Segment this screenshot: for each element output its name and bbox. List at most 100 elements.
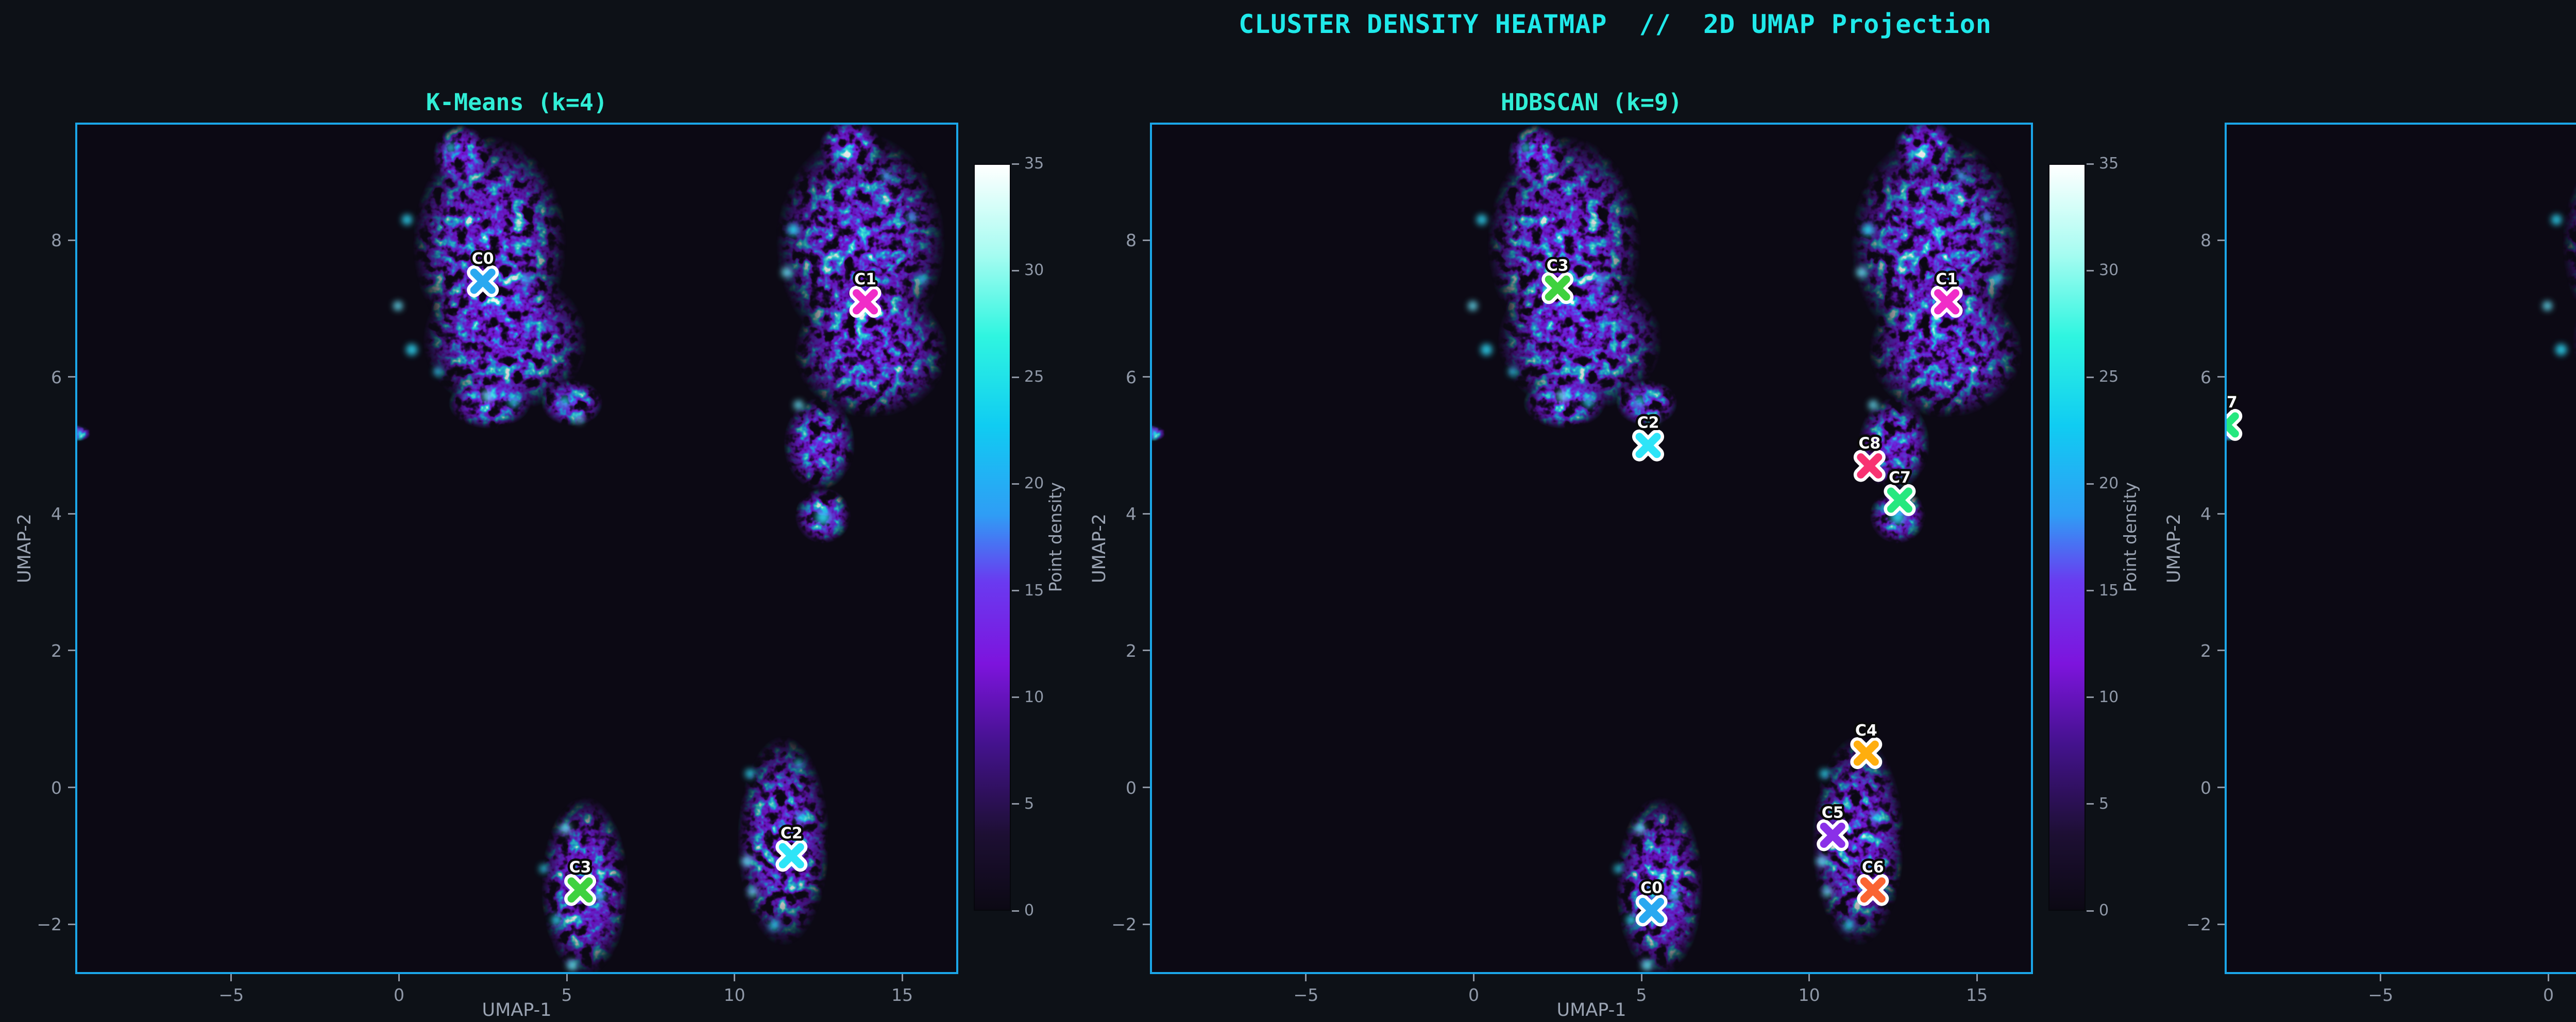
centroid-label: C2 [781,824,803,842]
density-hotspot [402,214,413,225]
density-blob [1616,380,1678,427]
y-tick-mark [68,787,75,789]
centroid-kmeans-c1: C1 [849,268,882,318]
hotspot-layer [1152,143,2002,970]
density-hotspot [882,172,891,180]
density-blob [793,284,948,418]
centroid-label: C0 [1640,879,1663,897]
y-tick-mark [1143,787,1150,789]
density-hotspot [2555,344,2567,355]
density-hotspot [794,759,803,768]
colorbar-tick-label: 15 [1024,581,1044,600]
centroid-x-icon [1639,898,1665,923]
centroid-label: C1 [854,270,876,288]
panel-title-kmeans: K-Means (k=4) [426,89,608,116]
y-tick-mark [68,239,75,241]
figure-title: CLUSTER DENSITY HEATMAP // 2D UMAP Proje… [1239,9,1992,39]
density-hotspot [1468,301,1478,311]
colorbar-tick-mark [2087,910,2094,912]
density-layer [2227,180,2576,441]
density-hotspot [1481,344,1493,355]
centroid-x-icon [1853,740,1879,766]
colorbar-tick-label: 10 [1024,688,1044,706]
colorbar-tick-mark [2087,590,2094,592]
hotspot-layer [77,143,927,970]
y-tick-mark [2217,513,2225,515]
centroid-x-icon [1635,433,1661,458]
density-layer [77,125,948,972]
y-tick-mark [1143,376,1150,378]
density-hotspot [567,960,578,970]
density-hotspot [446,143,456,153]
centroid-x-icon [1857,453,1883,479]
centroid-kmeans-c2: C2 [775,822,808,872]
density-hotspot [539,864,548,873]
density-hotspot [596,892,605,901]
density-hotspot [1957,172,1965,180]
density-hotspot [1869,400,1878,410]
density-blob [1615,796,1704,972]
centroid-x-icon [567,877,593,903]
density-hotspot [1634,396,1645,407]
centroid-x-icon [778,843,804,868]
centroid-hdbscan-c3: C3 [1541,254,1574,304]
y-tick-label: 0 [51,777,62,798]
density-hotspot [1982,213,1991,222]
heatmap-hdbscan: C0 C1 C2 C3 C4 C5 [1150,123,2033,974]
colorbar-tick-mark [1012,163,1019,165]
x-axis-label: UMAP-1 [1556,1000,1626,1020]
density-hotspot [1152,429,1157,437]
y-tick-mark [1143,650,1150,652]
x-tick-label: 0 [393,985,404,1005]
colorbar-label: Point density [2120,164,2140,911]
density-hotspot [1614,864,1623,873]
density-hotspot [434,367,442,376]
colorbar-tick-label: 5 [2099,794,2109,813]
centroid-label: C3 [1547,257,1569,275]
colorbar-tick-label: 35 [2099,155,2119,173]
heatmap-gmm: C0 C1 C2 C3 C4 C5 [2225,123,2576,974]
density-hotspot [551,915,562,926]
centroid-hdbscan-c7: C7 [1884,466,1916,516]
y-tick-mark [68,376,75,378]
density-hotspot [1862,224,1874,236]
x-tick-label: 10 [723,985,745,1005]
centroid-x-icon [470,268,496,294]
density-hotspot [1596,275,1604,284]
centroid-hdbscan-c2: C2 [1632,412,1664,462]
density-hotspot [521,275,530,284]
y-tick-label: −2 [2186,914,2211,935]
density-hotspot [1509,367,1517,376]
x-tick-mark [398,974,400,981]
density-blob [541,380,603,427]
panel-gmm: GMM (n=10) [2149,0,2576,1022]
x-tick-label: −5 [218,985,244,1005]
density-hotspot [1557,390,1568,402]
y-tick-label: 6 [51,367,62,387]
colorbar-tick-label: 10 [2099,688,2119,706]
density-blob [783,397,856,491]
colorbar-tick-mark [1012,269,1019,271]
y-tick-mark [2217,650,2225,652]
colorbar [2048,164,2086,911]
density-blob [1868,284,2023,418]
colorbar-label: Point density [1045,164,1065,911]
x-tick-label: 15 [891,985,913,1005]
density-hotspot [1641,960,1652,970]
centroid-x-icon [1887,487,1912,513]
y-tick-mark [1143,513,1150,515]
y-tick-label: 0 [1126,777,1137,798]
centroid-hdbscan-c4: C4 [1850,720,1883,770]
centroid-label: C3 [569,859,591,877]
x-tick-label: −5 [1293,985,1319,1005]
x-tick-mark [566,974,568,981]
density-hotspot [393,301,403,311]
y-tick-mark [68,650,75,652]
density-blob [448,377,531,429]
y-tick-label: 4 [51,504,62,524]
centroid-layer: C0 C1 C2 C3 [467,248,882,906]
panel-kmeans: K-Means (k=4) [0,0,1075,1022]
density-hotspot [1822,887,1832,897]
centroid-kmeans-c3: C3 [564,856,597,906]
centroid-hdbscan-c1: C1 [1930,268,1963,318]
